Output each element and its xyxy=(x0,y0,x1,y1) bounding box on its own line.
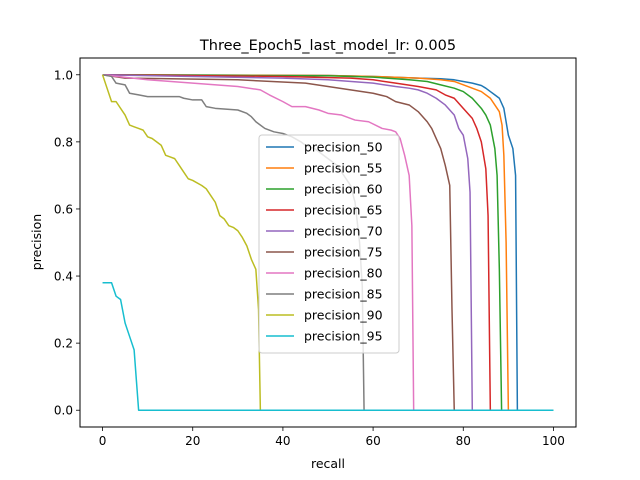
series-line-precision-75 xyxy=(102,74,554,411)
y-tick-label: 0.0 xyxy=(54,404,73,418)
series-line-precision-70 xyxy=(102,74,554,411)
y-axis-label: precision xyxy=(29,214,44,270)
legend-label: precision_75 xyxy=(304,245,383,260)
x-tick-label: 100 xyxy=(542,434,565,448)
legend-label: precision_65 xyxy=(304,203,383,218)
legend-label: precision_90 xyxy=(304,308,383,323)
x-axis-ticks: 0 20 40 60 80 100 xyxy=(99,427,565,448)
series-line-precision-95 xyxy=(102,282,554,411)
y-tick-label: 0.8 xyxy=(54,135,73,149)
series-line-precision-65 xyxy=(102,74,554,411)
legend-label: precision_95 xyxy=(304,329,383,344)
series-line-precision-90 xyxy=(101,74,554,411)
series-line-precision-55 xyxy=(102,74,554,411)
x-tick-label: 20 xyxy=(185,434,200,448)
plot-frame xyxy=(79,57,577,428)
y-tick-label: 1.0 xyxy=(54,68,73,82)
y-tick-label: 0.2 xyxy=(54,337,73,351)
legend: precision_50 precision_55 precision_60prec… xyxy=(258,134,400,354)
x-axis-label: recall xyxy=(311,456,345,471)
legend-label: precision_80 xyxy=(304,266,383,281)
chart-title: Three_Epoch5_last_model_lr: 0.005 xyxy=(199,38,456,54)
series-line-precision-60 xyxy=(102,74,554,411)
y-tick-label: 0.6 xyxy=(54,202,73,216)
legend-label: precision_70 xyxy=(304,224,383,239)
y-axis-ticks: 0.0 0.2 0.4 0.6 0.8 1.0 xyxy=(54,68,80,418)
series-line-precision-80 xyxy=(102,74,554,411)
y-tick-label: 0.4 xyxy=(54,270,73,284)
legend-label: precision_50 xyxy=(304,140,383,155)
x-tick-label: 40 xyxy=(275,434,290,448)
x-tick-label: 80 xyxy=(456,434,471,448)
legend-label: precision_85 xyxy=(304,287,383,302)
legend-label: precision_60 xyxy=(304,182,383,197)
series-lines xyxy=(101,74,554,411)
legend-label: precision_55 xyxy=(304,161,383,176)
x-tick-label: 60 xyxy=(365,434,380,448)
x-tick-label: 0 xyxy=(99,434,107,448)
